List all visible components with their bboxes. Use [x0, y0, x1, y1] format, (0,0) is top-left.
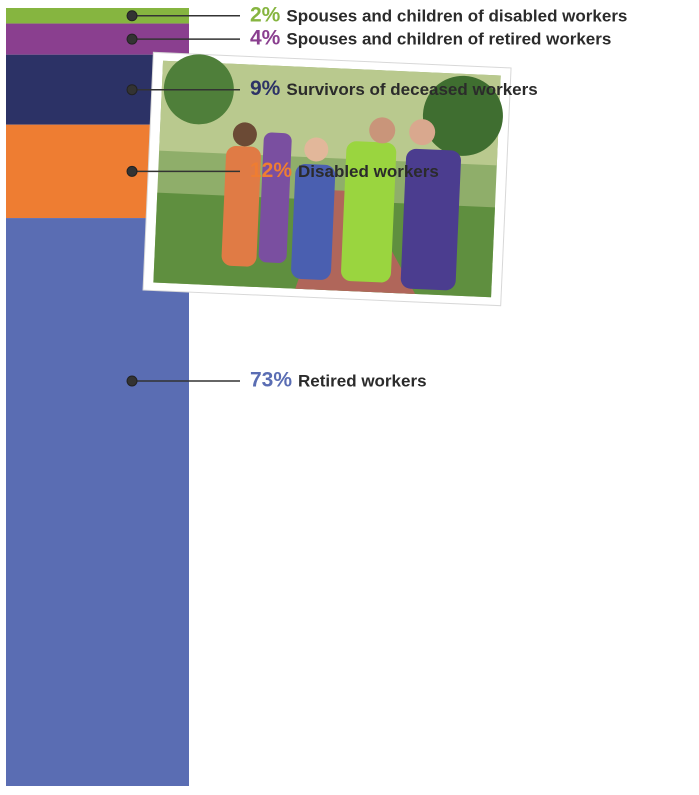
series-name: Disabled workers — [298, 162, 439, 181]
value-label: 2% — [250, 3, 281, 26]
series-name: Spouses and children of retired workers — [286, 30, 611, 49]
series-name: Spouses and children of disabled workers — [286, 6, 627, 25]
bar-segment — [6, 218, 189, 786]
photo — [142, 51, 512, 307]
series-name: Survivors of deceased workers — [286, 80, 537, 99]
value-label: 12% — [250, 159, 292, 182]
value-label: 4% — [250, 27, 281, 50]
leader-dot — [126, 375, 138, 387]
leader-dot — [126, 165, 138, 177]
value-label: 9% — [250, 77, 281, 100]
series-name: Retired workers — [298, 371, 427, 390]
value-label: 73% — [250, 369, 292, 392]
leader-dot — [126, 33, 138, 45]
leader-dot — [126, 84, 138, 96]
bar-segment — [6, 8, 189, 24]
leader-dot — [126, 10, 138, 22]
